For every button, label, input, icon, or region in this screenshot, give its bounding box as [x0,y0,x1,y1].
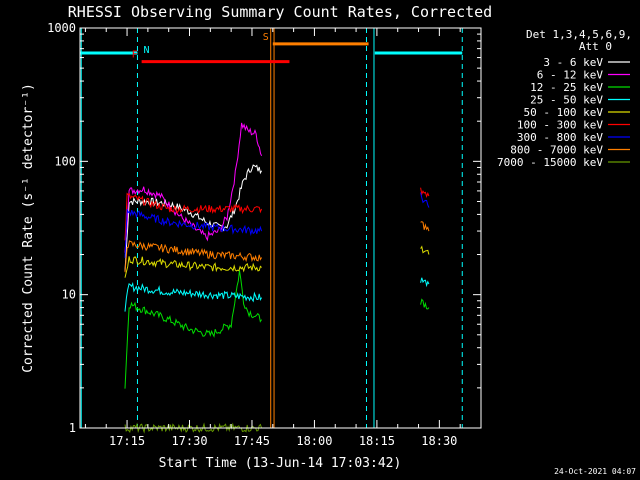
series-post-line-6 [420,298,430,310]
chart-title: RHESSI Observing Summary Count Rates, Co… [68,3,492,21]
series-line-4 [124,282,263,312]
legend-label: 7000 - 15000 keV [497,156,603,169]
legend-label: 3 - 6 keV [543,56,603,69]
x-tick-label: 17:15 [109,434,145,448]
series-line-5 [124,256,262,278]
series-post-line-4 [420,245,430,255]
y-tick-label: 100 [54,154,76,168]
legend-label: 100 - 300 keV [517,119,603,132]
x-tick-label: 18:30 [421,434,457,448]
series-post-line-1 [420,187,430,198]
footer-timestamp: 24-Oct-2021 04:07 [554,467,636,476]
flag-label: F [132,50,138,61]
legend-title-line-2: Att 0 [579,40,612,53]
x-tick-label: 18:15 [359,434,395,448]
series-line-7 [124,209,263,258]
x-tick-label: 17:30 [171,434,207,448]
legend-label: 6 - 12 keV [537,69,604,82]
series-line-1 [124,164,263,272]
series-line-8 [124,240,263,273]
series-post-line-5 [420,277,430,288]
legend-label: 50 - 100 keV [524,106,604,119]
x-axis-label: Start Time (13-Jun-14 17:03:42) [159,456,402,471]
flag-label: S [263,32,269,43]
legend-label: 800 - 7000 keV [510,144,603,157]
series-line-3 [124,270,263,389]
legend-label: 25 - 50 keV [530,94,603,107]
y-tick-label: 1 [69,421,76,435]
y-axis-label: Corrected Count Rate (s⁻¹ detector⁻¹) [21,83,36,373]
series-post-line-3 [420,221,430,232]
flag-label: N [143,45,149,56]
plot-frame [79,27,482,429]
x-tick-label: 17:45 [234,434,270,448]
y-tick-label: 10 [62,288,76,302]
series-line-2 [124,122,263,253]
x-tick-label: 18:00 [296,434,332,448]
legend-label: 12 - 25 keV [530,81,603,94]
legend-label: 300 - 800 keV [517,131,603,144]
legend-title-line-1: Det 1,3,4,5,6,9, [526,28,632,41]
y-tick-label: 1000 [47,21,76,35]
series-line-6 [124,192,263,241]
series-post-line-2 [420,192,430,208]
